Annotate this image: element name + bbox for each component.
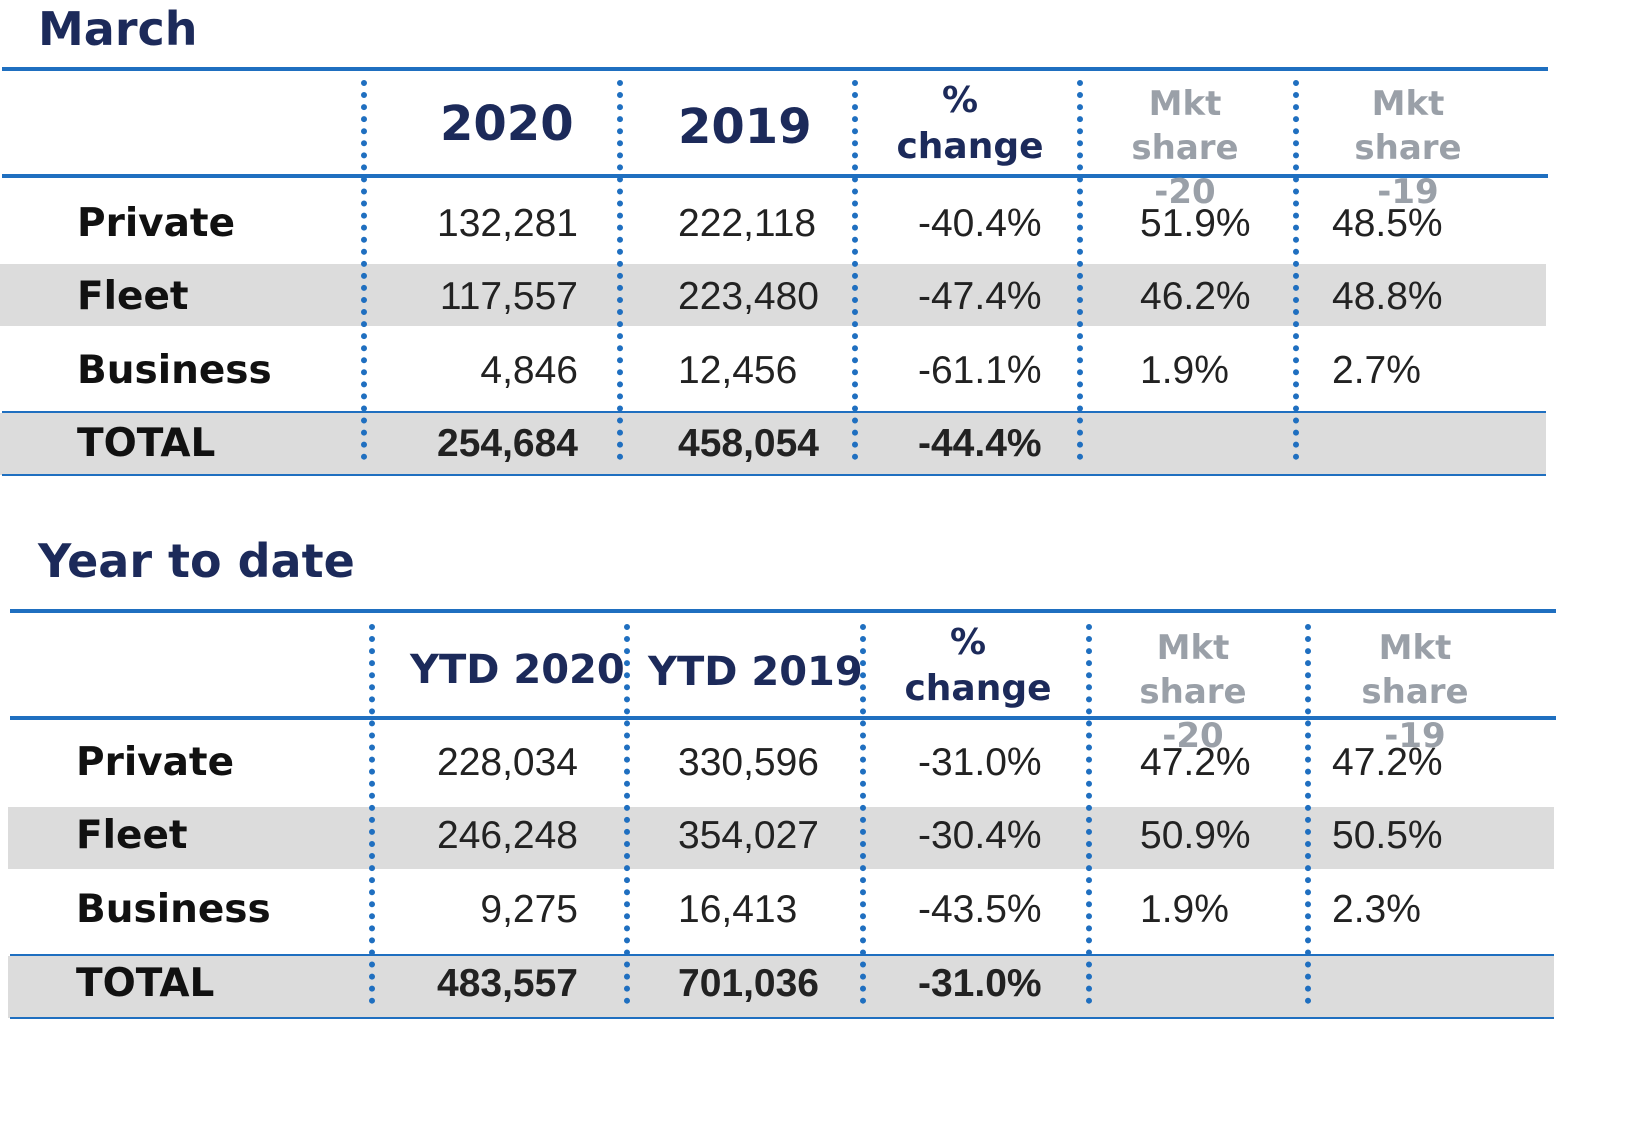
value-mkt-share-20: 46.2% [1140,275,1251,318]
col-separator [1077,80,1083,460]
value-mkt-share-19: 50.5% [1332,814,1443,857]
value-year-b: 330,596 [678,741,819,784]
header-pct-symbol: % [949,622,987,663]
header-pct-change: % change [888,620,1068,712]
header-mkt-share-20: Mkt share -20 [1095,82,1275,214]
value-year-a: 246,248 [437,814,578,857]
header-mkt20-line2: share -20 [1139,672,1247,756]
header-change-label: change [904,668,1052,709]
total-label: TOTAL [77,421,216,466]
total-top-rule [2,411,1546,413]
total-year-a: 483,557 [437,962,578,1005]
row-label: Private [76,740,235,785]
row-label: Fleet [76,813,188,858]
total-pct-change: -31.0% [918,962,1042,1005]
value-mkt-share-20: 1.9% [1140,349,1229,392]
total-year-a: 254,684 [437,422,578,465]
header-mkt-share-19: Mkt share -19 [1325,626,1505,758]
value-year-a: 117,557 [439,275,578,318]
value-pct-change: -40.4% [918,202,1042,245]
value-mkt-share-20: 1.9% [1140,888,1229,931]
row-label: Business [77,348,272,393]
header-year-a: 2020 [440,96,574,152]
total-top-rule [10,954,1554,956]
col-separator [1293,80,1299,460]
header-mkt-share-20: Mkt share -20 [1103,626,1283,758]
value-year-b: 222,118 [678,202,817,245]
header-bottom-rule [2,174,1548,178]
col-separator [1305,624,1311,1004]
value-year-a: 4,846 [480,349,578,392]
col-separator [1086,624,1092,1004]
value-pct-change: -31.0% [918,741,1042,784]
total-label: TOTAL [76,961,215,1006]
value-mkt-share-20: 47.2% [1140,741,1251,784]
value-year-b: 223,480 [678,275,819,318]
total-row-shade [8,956,1554,1018]
value-mkt-share-19: 47.2% [1332,741,1443,784]
header-change-label: change [896,126,1044,167]
value-mkt-share-20: 51.9% [1140,202,1251,245]
value-year-b: 12,456 [678,349,798,392]
value-year-a: 132,281 [437,202,578,245]
col-separator [624,624,630,1004]
header-mkt19-line2: share -19 [1361,672,1469,756]
value-pct-change: -47.4% [918,275,1042,318]
value-mkt-share-19: 2.3% [1332,888,1421,931]
col-separator [852,80,858,460]
value-mkt-share-19: 48.8% [1332,275,1443,318]
header-year-a: YTD 2020 [410,647,625,693]
col-separator [617,80,623,460]
header-pct-symbol: % [941,80,979,121]
march-section: March 2020 2019 % change Mkt share -20 M… [0,0,1634,490]
fleet-row-shade [8,807,1554,869]
value-pct-change: -61.1% [918,349,1042,392]
march-title: March [38,2,198,56]
table-top-rule [2,67,1548,71]
ytd-title: Year to date [38,534,355,588]
value-pct-change: -43.5% [918,888,1042,931]
fleet-row-shade [0,264,1546,326]
total-year-b: 701,036 [678,962,819,1005]
table-top-rule [10,609,1556,613]
header-year-b: 2019 [678,99,812,155]
total-row-shade [0,413,1546,475]
total-year-b: 458,054 [678,422,819,465]
header-mkt19-line1: Mkt [1378,628,1452,668]
col-separator [369,624,375,1004]
value-mkt-share-20: 50.9% [1140,814,1251,857]
value-year-a: 228,034 [437,741,578,784]
value-mkt-share-19: 48.5% [1332,202,1443,245]
row-label: Private [77,201,236,246]
total-bottom-rule [10,1017,1554,1019]
total-pct-change: -44.4% [918,422,1042,465]
col-separator [361,80,367,460]
header-mkt19-line2: share -19 [1354,128,1462,212]
value-mkt-share-19: 2.7% [1332,349,1421,392]
header-mkt20-line2: share -20 [1131,128,1239,212]
header-pct-change: % change [880,78,1060,170]
header-mkt-share-19: Mkt share -19 [1318,82,1498,214]
header-bottom-rule [10,716,1556,720]
header-mkt19-line1: Mkt [1371,84,1445,124]
value-pct-change: -30.4% [918,814,1042,857]
header-year-b: YTD 2019 [648,649,863,695]
col-separator [860,624,866,1004]
value-year-b: 16,413 [678,888,798,931]
row-label: Business [76,887,271,932]
header-mkt20-line1: Mkt [1148,84,1222,124]
row-label: Fleet [77,274,189,319]
value-year-b: 354,027 [678,814,819,857]
value-year-a: 9,275 [480,888,578,931]
total-bottom-rule [2,474,1546,476]
header-mkt20-line1: Mkt [1156,628,1230,668]
